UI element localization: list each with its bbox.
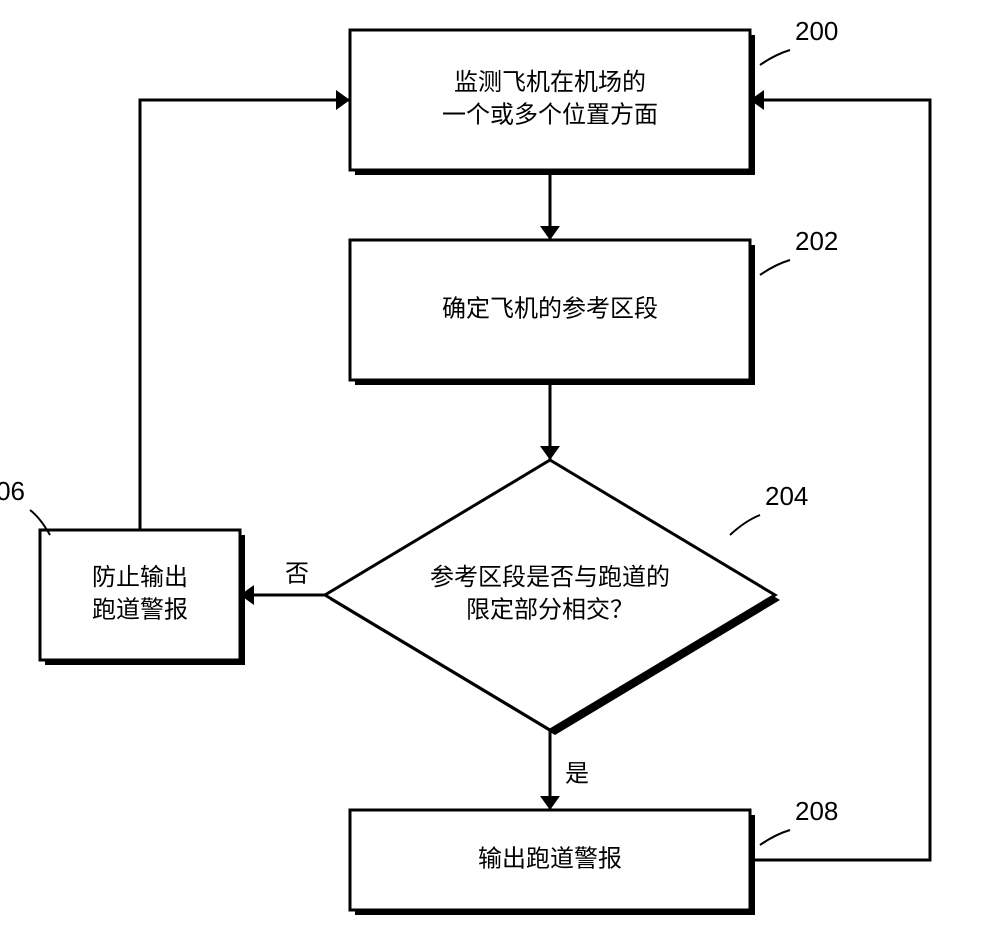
- edge-label: 是: [565, 760, 589, 787]
- edge-label: 否: [285, 560, 309, 587]
- node-text: 跑道警报: [92, 597, 188, 624]
- node-text: 确定飞机的参考区段: [442, 295, 658, 322]
- ref-number: 204: [765, 481, 808, 511]
- ref-number: 200: [795, 16, 838, 46]
- edge: [140, 100, 350, 530]
- node-text: 一个或多个位置方面: [442, 102, 658, 129]
- node-text: 防止输出: [92, 564, 188, 591]
- node-text: 监测飞机在机场的: [454, 69, 646, 96]
- node-text: 限定部分相交？: [466, 597, 634, 624]
- ref-number: 206: [0, 476, 25, 506]
- ref-number: 202: [795, 226, 838, 256]
- node-text: 参考区段是否与跑道的: [430, 564, 670, 591]
- ref-number: 208: [795, 796, 838, 826]
- edge: [750, 100, 930, 860]
- node-text: 输出跑道警报: [478, 845, 622, 872]
